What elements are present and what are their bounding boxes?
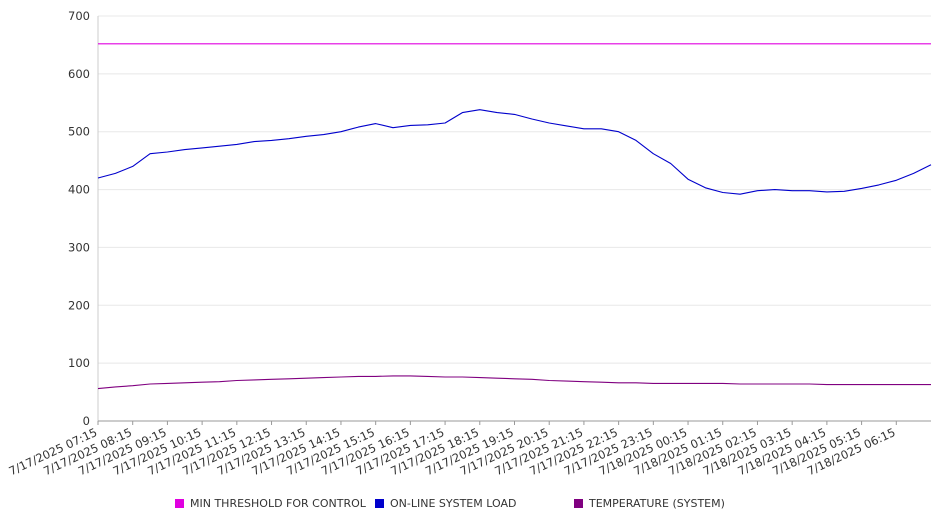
legend-swatch-temperature [574, 499, 583, 508]
legend-label-threshold: MIN THRESHOLD FOR CONTROL [190, 497, 366, 510]
legend-label-system-load: ON-LINE SYSTEM LOAD [390, 497, 517, 510]
series-line-2 [97, 375, 931, 390]
legend-item-temperature[interactable]: TEMPERATURE (SYSTEM) [574, 497, 725, 510]
y-tick-label-200: 200 [68, 298, 90, 312]
series-lines [97, 43, 932, 390]
legend: MIN THRESHOLD FOR CONTROL ON-LINE SYSTEM… [0, 497, 946, 515]
series-line-1 [97, 109, 932, 195]
y-tick-label-700: 700 [68, 9, 90, 23]
legend-swatch-threshold [175, 499, 184, 508]
legend-item-threshold[interactable]: MIN THRESHOLD FOR CONTROL [175, 497, 366, 510]
y-tick-label-500: 500 [68, 125, 90, 139]
y-tick-label-0: 0 [83, 414, 90, 428]
y-tick-label-600: 600 [68, 67, 90, 81]
y-tick-label-400: 400 [68, 183, 90, 197]
axes [97, 16, 931, 425]
gridlines [98, 15, 931, 364]
legend-label-temperature: TEMPERATURE (SYSTEM) [589, 497, 725, 510]
legend-swatch-system-load [375, 499, 384, 508]
legend-item-system-load[interactable]: ON-LINE SYSTEM LOAD [375, 497, 516, 510]
y-tick-labels: 0 100 200 300 400 500 600 700 [68, 9, 90, 428]
y-tick-label-100: 100 [68, 356, 90, 370]
y-tick-label-300: 300 [68, 240, 90, 254]
x-tick-labels: 7/17/2025 07:157/17/2025 08:157/17/2025 … [7, 425, 898, 478]
